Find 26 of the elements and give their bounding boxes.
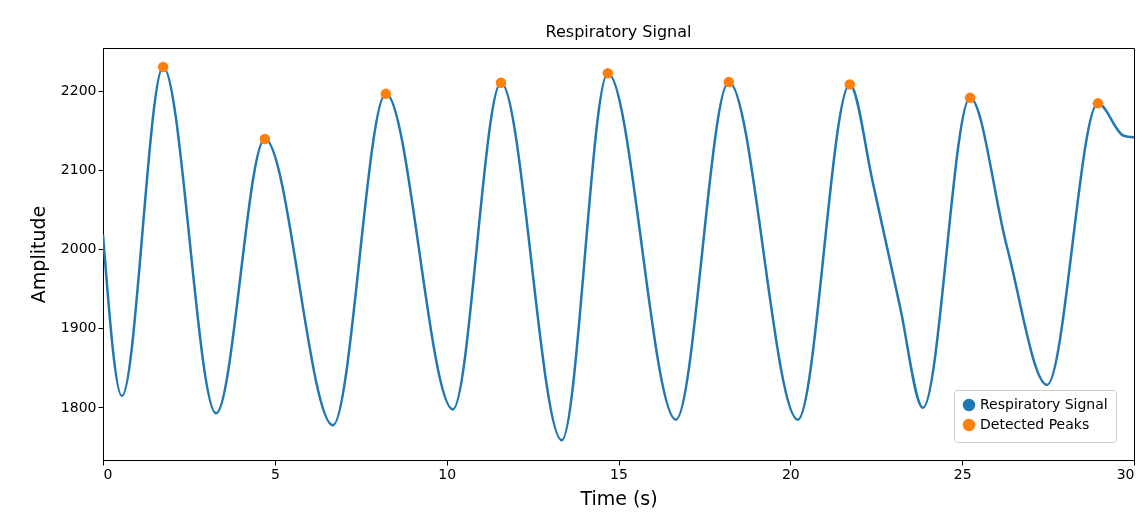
legend-label: Respiratory Signal [980, 396, 1108, 412]
y-tick-label: 1800 [60, 398, 97, 415]
point [964, 92, 976, 104]
x-tick-label: 15 [610, 465, 628, 482]
chart-title: Respiratory Signal [545, 22, 692, 41]
y-tick-label: 2100 [60, 161, 97, 178]
point [157, 61, 169, 73]
legend-label: Detected Peaks [980, 416, 1090, 432]
x-axis-title: Time (s) [579, 486, 658, 509]
point [380, 88, 392, 100]
x-tick-label: 0 [103, 465, 113, 482]
x-tick-label: 10 [438, 465, 457, 482]
y-axis-title: Amplitude [26, 205, 49, 304]
point [844, 79, 856, 90]
y-tick-label: 1900 [60, 319, 97, 336]
y-tick-label: 2200 [60, 82, 97, 99]
point [602, 68, 614, 79]
x-tick-label: 30 [1116, 465, 1135, 482]
x-tick-label: 5 [270, 465, 280, 482]
x-tick-label: 20 [781, 465, 800, 482]
point [1092, 98, 1104, 109]
y-tick-label: 2000 [60, 240, 97, 257]
point [495, 77, 507, 89]
x-tick-label: 25 [953, 465, 972, 482]
point [259, 133, 271, 145]
point [723, 76, 735, 88]
